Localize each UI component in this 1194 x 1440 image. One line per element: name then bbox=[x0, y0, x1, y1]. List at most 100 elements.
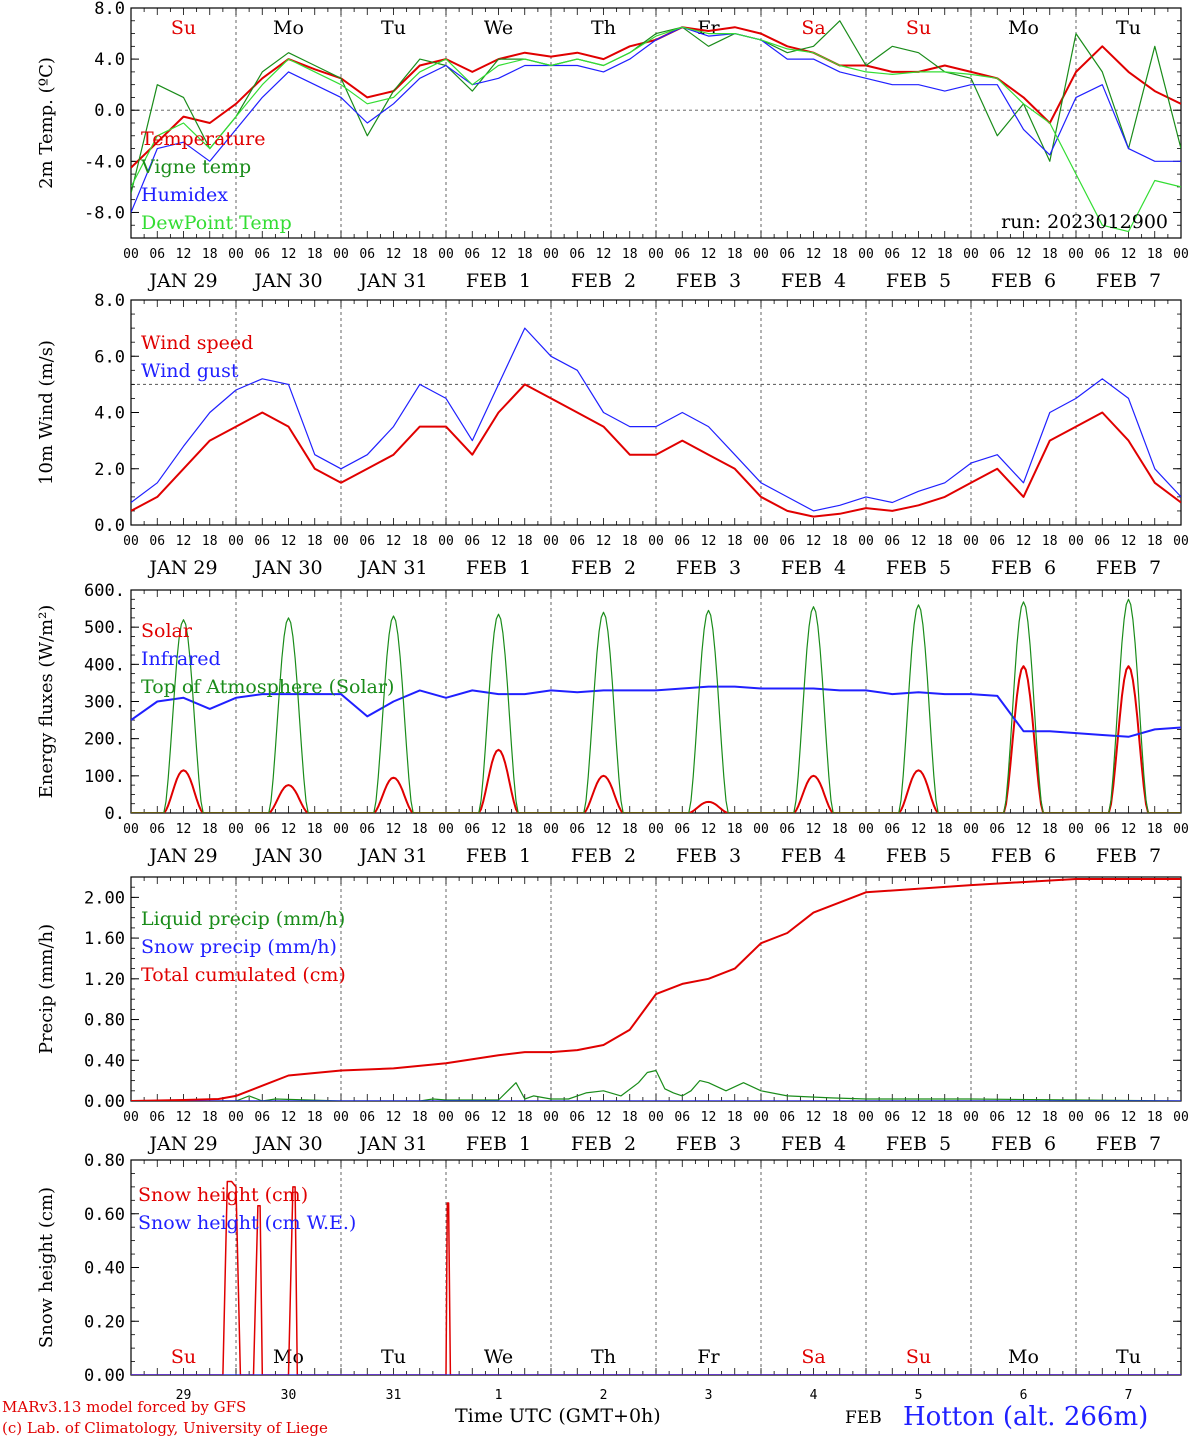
y-axis-label: 2m Temp. (ºC) bbox=[36, 57, 57, 189]
date-label: JAN 29 bbox=[147, 557, 217, 579]
day-number-label: 29 bbox=[176, 1388, 192, 1403]
y-tick-label: 0. bbox=[105, 804, 125, 824]
hour-tick-label: 00 bbox=[753, 534, 769, 549]
hour-tick-label: 00 bbox=[1068, 822, 1084, 837]
date-label: FEB 1 bbox=[466, 270, 531, 292]
y-tick-label: 8.0 bbox=[94, 0, 125, 19]
hour-tick-label: 12 bbox=[386, 822, 402, 837]
hour-tick-label: 06 bbox=[884, 534, 900, 549]
y-tick-label: 500. bbox=[84, 618, 125, 638]
day-number-label: 1 bbox=[495, 1388, 503, 1403]
hour-tick-label: 12 bbox=[596, 822, 612, 837]
hour-tick-label: 18 bbox=[937, 822, 953, 837]
date-label: FEB 1 bbox=[466, 1133, 531, 1155]
series-humidex bbox=[131, 26, 1181, 213]
weekday-label: Mo bbox=[1008, 17, 1039, 39]
date-label: FEB 5 bbox=[886, 557, 951, 579]
date-label: FEB 4 bbox=[781, 845, 846, 867]
hour-tick-label: 06 bbox=[779, 247, 795, 262]
legend-entry: Top of Atmosphere (Solar) bbox=[141, 676, 394, 698]
hour-tick-label: 18 bbox=[412, 534, 428, 549]
hour-tick-label: 12 bbox=[491, 822, 507, 837]
y-axis-label: Snow height (cm) bbox=[36, 1187, 57, 1348]
hour-tick-label: 12 bbox=[596, 534, 612, 549]
weekday-label: Fr bbox=[697, 1346, 720, 1368]
hour-tick-label: 18 bbox=[412, 822, 428, 837]
hour-tick-label: 06 bbox=[254, 534, 270, 549]
y-tick-label: 0.60 bbox=[84, 1205, 125, 1225]
hour-tick-label: 06 bbox=[359, 822, 375, 837]
hour-tick-label: 12 bbox=[806, 822, 822, 837]
hour-tick-label: 18 bbox=[937, 247, 953, 262]
legend-entry: DewPoint Temp bbox=[141, 212, 292, 234]
date-label: JAN 30 bbox=[252, 1133, 322, 1155]
date-label: FEB 6 bbox=[991, 1133, 1056, 1155]
hour-tick-label: 00 bbox=[438, 822, 454, 837]
day-number-label: 30 bbox=[281, 1388, 297, 1403]
hour-tick-label: 12 bbox=[491, 1110, 507, 1125]
hour-tick-label: 12 bbox=[1121, 822, 1137, 837]
weekday-label: We bbox=[484, 1346, 513, 1368]
hour-tick-label: 18 bbox=[727, 822, 743, 837]
hour-tick-label: 12 bbox=[281, 822, 297, 837]
series-solar bbox=[131, 665, 1181, 813]
hour-tick-label: 18 bbox=[307, 822, 323, 837]
hour-tick-label: 12 bbox=[701, 247, 717, 262]
hour-tick-label: 00 bbox=[228, 534, 244, 549]
hour-tick-label: 18 bbox=[622, 534, 638, 549]
weekday-label: We bbox=[484, 17, 513, 39]
hour-tick-label: 06 bbox=[569, 247, 585, 262]
legend-entry: Wind gust bbox=[141, 360, 239, 382]
day-number-label: 2 bbox=[600, 1388, 608, 1403]
y-tick-label: -4.0 bbox=[84, 152, 125, 172]
y-tick-label: 6.0 bbox=[94, 347, 125, 367]
panel-precip: 0.00 0.40 0.80 1.20 1.60 2.00 Precip (mm/h) 00 0… bbox=[36, 876, 1189, 1155]
hour-tick-label: 00 bbox=[648, 534, 664, 549]
day-number-label: 4 bbox=[810, 1388, 818, 1403]
legend-entry: Snow height (cm W.E.) bbox=[138, 1212, 356, 1234]
hour-tick-label: 06 bbox=[569, 822, 585, 837]
series-group bbox=[131, 1180, 1181, 1375]
hour-tick-label: 06 bbox=[359, 247, 375, 262]
hour-tick-label: 00 bbox=[438, 1110, 454, 1125]
hour-tick-label: 18 bbox=[937, 534, 953, 549]
hour-tick-label: 12 bbox=[911, 247, 927, 262]
hour-tick-label: 06 bbox=[989, 247, 1005, 262]
hour-tick-label: 00 bbox=[1068, 1110, 1084, 1125]
hour-tick-label: 18 bbox=[517, 1110, 533, 1125]
hour-tick-label: 18 bbox=[1042, 247, 1058, 262]
date-label: FEB 7 bbox=[1096, 845, 1161, 867]
hour-tick-label: 18 bbox=[832, 1110, 848, 1125]
hour-tick-label: 00 bbox=[648, 822, 664, 837]
date-label: JAN 31 bbox=[357, 270, 427, 292]
y-tick-label: 0.40 bbox=[84, 1051, 125, 1071]
y-tick-label: 0.0 bbox=[94, 516, 125, 536]
date-label: JAN 31 bbox=[357, 845, 427, 867]
series-vigne-temp bbox=[131, 20, 1181, 194]
hour-tick-label: 12 bbox=[1016, 247, 1032, 262]
date-label: FEB 3 bbox=[676, 845, 741, 867]
hour-tick-label: 12 bbox=[1121, 1110, 1137, 1125]
date-label: JAN 31 bbox=[357, 1133, 427, 1155]
hour-tick-label: 06 bbox=[254, 247, 270, 262]
hour-tick-label: 06 bbox=[779, 534, 795, 549]
hour-tick-label: 12 bbox=[911, 1110, 927, 1125]
legend-entry: Liquid precip (mm/h) bbox=[141, 908, 345, 930]
hour-tick-label: 00 bbox=[123, 534, 139, 549]
time-axis-label: Time UTC (GMT+0h) bbox=[455, 1405, 661, 1427]
hour-tick-label: 00 bbox=[963, 822, 979, 837]
y-tick-label: 300. bbox=[84, 693, 125, 713]
date-label: JAN 30 bbox=[252, 270, 322, 292]
hour-tick-label: 00 bbox=[438, 247, 454, 262]
hour-tick-label: 12 bbox=[701, 822, 717, 837]
day-number-label: 5 bbox=[915, 1388, 923, 1403]
hour-tick-label: 00 bbox=[333, 534, 349, 549]
legend-entry: Snow height (cm) bbox=[138, 1184, 308, 1206]
hour-tick-label: 00 bbox=[228, 1110, 244, 1125]
station-label: Hotton (alt. 266m) bbox=[903, 1402, 1149, 1432]
hour-tick-label: 00 bbox=[963, 534, 979, 549]
date-label: JAN 30 bbox=[252, 845, 322, 867]
weekday-label: Su bbox=[171, 1346, 196, 1368]
hour-tick-label: 06 bbox=[989, 1110, 1005, 1125]
hour-tick-label: 00 bbox=[648, 1110, 664, 1125]
